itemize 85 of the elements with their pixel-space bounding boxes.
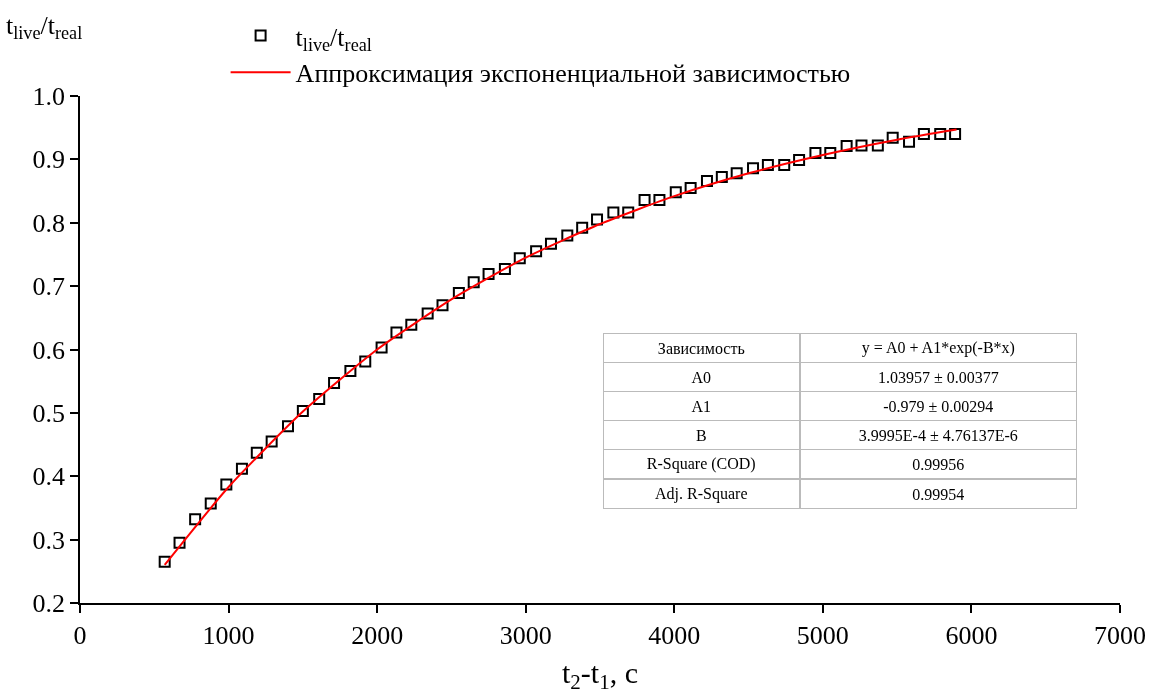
x-tick-label: 6000 bbox=[945, 620, 998, 650]
y-tick-label: 0.4 bbox=[32, 462, 66, 492]
legend-label: Аппроксимация экспоненциальной зависимостью bbox=[295, 59, 851, 89]
point bbox=[903, 135, 916, 148]
point bbox=[653, 193, 666, 206]
point bbox=[669, 186, 682, 199]
point bbox=[747, 162, 760, 175]
point bbox=[328, 377, 341, 390]
point bbox=[761, 159, 774, 172]
annotation: B bbox=[695, 426, 707, 444]
point bbox=[375, 341, 388, 354]
point bbox=[344, 365, 357, 378]
point bbox=[173, 536, 186, 549]
annotation: -0.979 ± 0.00294 bbox=[883, 397, 994, 415]
annotation: 0.99954 bbox=[912, 485, 965, 503]
point bbox=[235, 462, 248, 475]
point bbox=[498, 263, 511, 276]
y-tick-label: 0.6 bbox=[32, 335, 66, 365]
point bbox=[359, 355, 372, 368]
annotation: A1 bbox=[691, 397, 712, 415]
point bbox=[265, 435, 278, 448]
point bbox=[313, 392, 326, 405]
point bbox=[390, 326, 403, 339]
x-tick-label: 3000 bbox=[499, 620, 552, 650]
point bbox=[482, 268, 495, 281]
point bbox=[405, 318, 418, 331]
point bbox=[561, 229, 574, 242]
point bbox=[778, 159, 791, 172]
point bbox=[886, 131, 899, 144]
point bbox=[282, 420, 294, 433]
point bbox=[421, 307, 434, 320]
point bbox=[250, 446, 263, 459]
point bbox=[622, 206, 635, 219]
point bbox=[436, 299, 449, 312]
x-axis-title: t$_{2}$-t$_{1}$, c bbox=[562, 656, 638, 692]
x-tick-label: 5000 bbox=[796, 620, 849, 650]
point bbox=[917, 128, 930, 141]
y-tick-label: 0.2 bbox=[32, 589, 66, 619]
y-tick-label: 0.7 bbox=[32, 272, 66, 302]
point bbox=[855, 139, 868, 152]
point bbox=[824, 147, 837, 160]
annotation: y = A0 + A1*exp(-B*x) bbox=[861, 339, 1015, 358]
point bbox=[544, 237, 557, 250]
point bbox=[467, 276, 480, 289]
point bbox=[576, 221, 589, 234]
point bbox=[684, 181, 697, 194]
point bbox=[158, 555, 171, 568]
y-tick-label: 0.8 bbox=[32, 208, 66, 238]
annotation: 3.9995E-4 ± 4.76137E-6 bbox=[858, 426, 1018, 444]
point bbox=[204, 497, 217, 510]
legend-label: t$_{live}$/t$_{real}$ bbox=[295, 22, 372, 55]
annotation: 0.99956 bbox=[912, 455, 965, 473]
x-tick-label: 0 bbox=[73, 620, 87, 650]
annotation: A0 bbox=[691, 368, 712, 386]
point bbox=[871, 139, 884, 152]
x-tick-label: 7000 bbox=[1094, 620, 1146, 650]
x-tick-label: 1000 bbox=[202, 620, 255, 650]
annotation: Зависимость bbox=[657, 339, 745, 357]
point bbox=[220, 478, 233, 491]
point bbox=[793, 154, 806, 167]
y-tick-label: 0.5 bbox=[32, 398, 66, 428]
point bbox=[189, 513, 202, 526]
point bbox=[809, 147, 822, 160]
annotation: 1.03957 ± 0.00377 bbox=[877, 368, 999, 386]
point bbox=[513, 252, 526, 265]
y-axis-title: t$_{live}$/t$_{real}$ bbox=[6, 11, 83, 44]
point bbox=[840, 140, 853, 153]
point bbox=[296, 404, 309, 417]
y-tick-label: 0.3 bbox=[32, 525, 66, 555]
point bbox=[715, 171, 728, 184]
point bbox=[452, 287, 465, 300]
x-tick-label: 4000 bbox=[648, 620, 701, 650]
y-tick-label: 0.9 bbox=[32, 145, 66, 175]
y-tick-label: 1.0 bbox=[32, 82, 66, 112]
point bbox=[949, 128, 962, 141]
point bbox=[530, 245, 543, 258]
point bbox=[591, 213, 604, 226]
annotation: R-Square (COD) bbox=[646, 455, 756, 474]
annotation: Adj. R-Square bbox=[655, 485, 748, 504]
point bbox=[638, 193, 651, 206]
point bbox=[607, 206, 620, 219]
x-tick-label: 2000 bbox=[351, 620, 404, 650]
point bbox=[934, 128, 947, 141]
point bbox=[730, 167, 743, 180]
point bbox=[700, 174, 713, 187]
